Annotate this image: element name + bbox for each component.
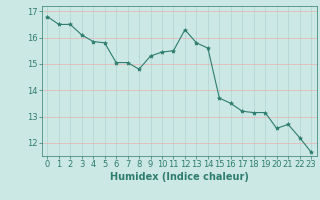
- X-axis label: Humidex (Indice chaleur): Humidex (Indice chaleur): [110, 172, 249, 182]
